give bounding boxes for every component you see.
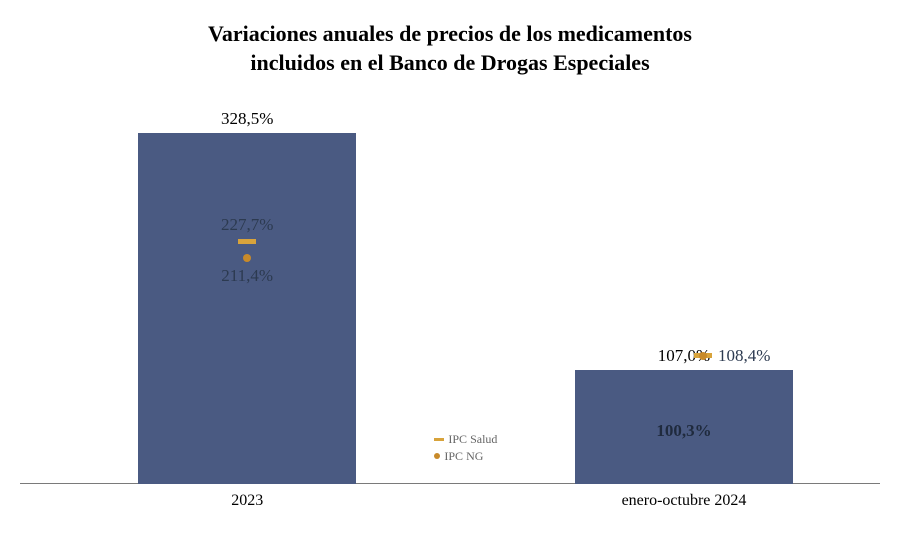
ipc-ng-marker — [699, 352, 707, 360]
legend-dash-icon — [434, 438, 444, 441]
x-axis-category: 2023 — [138, 492, 356, 510]
x-axis-category: enero-octubre 2024 — [575, 492, 793, 510]
chart-title-line2: incluidos en el Banco de Drogas Especial… — [250, 50, 649, 75]
ipc-ng-marker — [243, 254, 251, 262]
ipc-ng-label: 108,4% — [718, 346, 770, 366]
bar-side-markers: 108,4% — [694, 346, 770, 366]
bar-inside-label: 100,3% — [575, 421, 793, 441]
legend-label: IPC Salud — [448, 432, 497, 447]
ipc-combined-marker — [694, 353, 712, 358]
bar: 107,0%100,3%108,4% — [575, 370, 793, 484]
ipc-ng-label: 211,4% — [221, 266, 273, 286]
bar-value-label: 328,5% — [138, 109, 356, 129]
chart-container: Variaciones anuales de precios de los me… — [0, 0, 900, 544]
legend-label: IPC NG — [444, 449, 483, 464]
legend: IPC Salud IPC NG — [434, 432, 497, 466]
legend-item: IPC NG — [434, 449, 497, 464]
chart-title-line1: Variaciones anuales de precios de los me… — [208, 21, 692, 46]
chart-title: Variaciones anuales de precios de los me… — [0, 20, 900, 77]
ipc-salud-marker — [238, 239, 256, 244]
plot-area: 328,5%227,7%211,4%107,0%100,3%108,4% 202… — [60, 110, 840, 484]
bar: 328,5%227,7%211,4% — [138, 133, 356, 484]
legend-dot-icon — [434, 453, 440, 459]
legend-item: IPC Salud — [434, 432, 497, 447]
ipc-salud-label: 227,7% — [221, 215, 273, 235]
